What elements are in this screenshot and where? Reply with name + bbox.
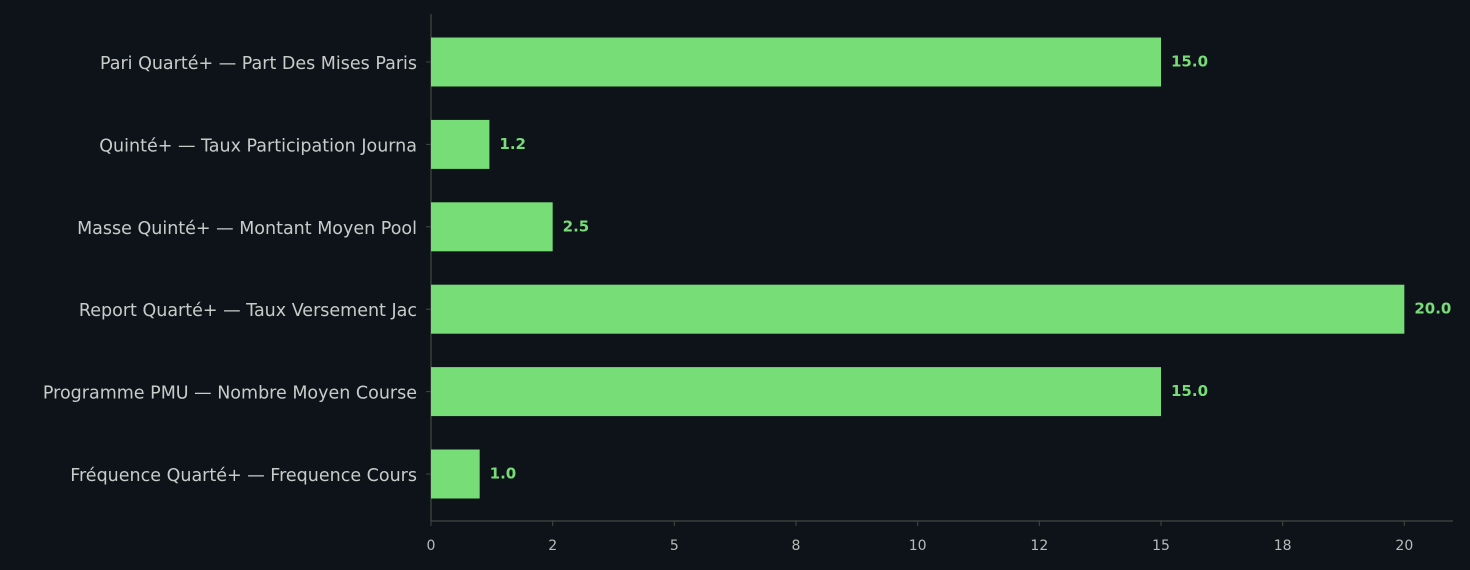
x-tick-label: 5	[670, 538, 679, 554]
x-tick-label: 10	[909, 538, 927, 554]
bar	[431, 367, 1161, 417]
x-tick-label: 0	[427, 538, 436, 554]
bar	[431, 284, 1405, 334]
x-tick-label: 15	[1152, 538, 1170, 554]
x-tick-label: 20	[1395, 538, 1413, 554]
y-tick-label: Programme PMU — Nombre Moyen Course	[43, 384, 417, 404]
bar	[431, 119, 490, 169]
y-tick-label: Masse Quinté+ — Montant Moyen Pool	[77, 219, 417, 239]
x-tick-label: 2	[548, 538, 557, 554]
value-label: 1.0	[490, 465, 517, 483]
value-label: 20.0	[1414, 300, 1451, 318]
y-tick-label: Fréquence Quarté+ — Frequence Cours	[70, 466, 417, 486]
value-label: 15.0	[1171, 382, 1208, 400]
value-label: 1.2	[499, 135, 526, 153]
x-tick-label: 8	[792, 538, 801, 554]
value-label: 15.0	[1171, 53, 1208, 71]
bar	[431, 202, 553, 252]
x-tick-label: 12	[1030, 538, 1048, 554]
y-tick-label: Quinté+ — Taux Participation Journa	[99, 136, 417, 156]
value-label: 2.5	[563, 217, 590, 235]
x-tick-label: 18	[1274, 538, 1292, 554]
y-tick-label: Report Quarté+ — Taux Versement Jac	[79, 301, 417, 321]
bar	[431, 449, 480, 499]
bar	[431, 37, 1161, 87]
y-tick-label: Pari Quarté+ — Part Des Mises Paris	[100, 54, 417, 74]
